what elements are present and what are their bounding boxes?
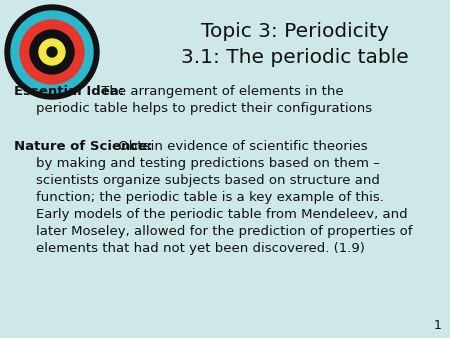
Circle shape [5,5,99,99]
Text: elements that had not yet been discovered. (1.9): elements that had not yet been discovere… [36,242,365,255]
Circle shape [20,20,84,84]
Circle shape [47,47,57,57]
Text: Nature of Science:: Nature of Science: [14,140,153,153]
Text: 3.1: The periodic table: 3.1: The periodic table [181,48,409,67]
Text: The arrangement of elements in the: The arrangement of elements in the [97,85,344,98]
Text: Topic 3: Periodicity: Topic 3: Periodicity [201,22,389,41]
Text: by making and testing predictions based on them –: by making and testing predictions based … [36,157,380,170]
Text: later Moseley, allowed for the prediction of properties of: later Moseley, allowed for the predictio… [36,225,413,238]
Circle shape [30,30,74,74]
Text: Early models of the periodic table from Mendeleev, and: Early models of the periodic table from … [36,208,408,221]
Circle shape [39,39,65,65]
Text: Essential Idea:: Essential Idea: [14,85,124,98]
Text: 1: 1 [434,319,442,332]
Circle shape [11,11,93,93]
Text: Obtain evidence of scientific theories: Obtain evidence of scientific theories [114,140,368,153]
Text: scientists organize subjects based on structure and: scientists organize subjects based on st… [36,174,380,187]
Text: periodic table helps to predict their configurations: periodic table helps to predict their co… [36,102,372,115]
Text: function; the periodic table is a key example of this.: function; the periodic table is a key ex… [36,191,384,204]
